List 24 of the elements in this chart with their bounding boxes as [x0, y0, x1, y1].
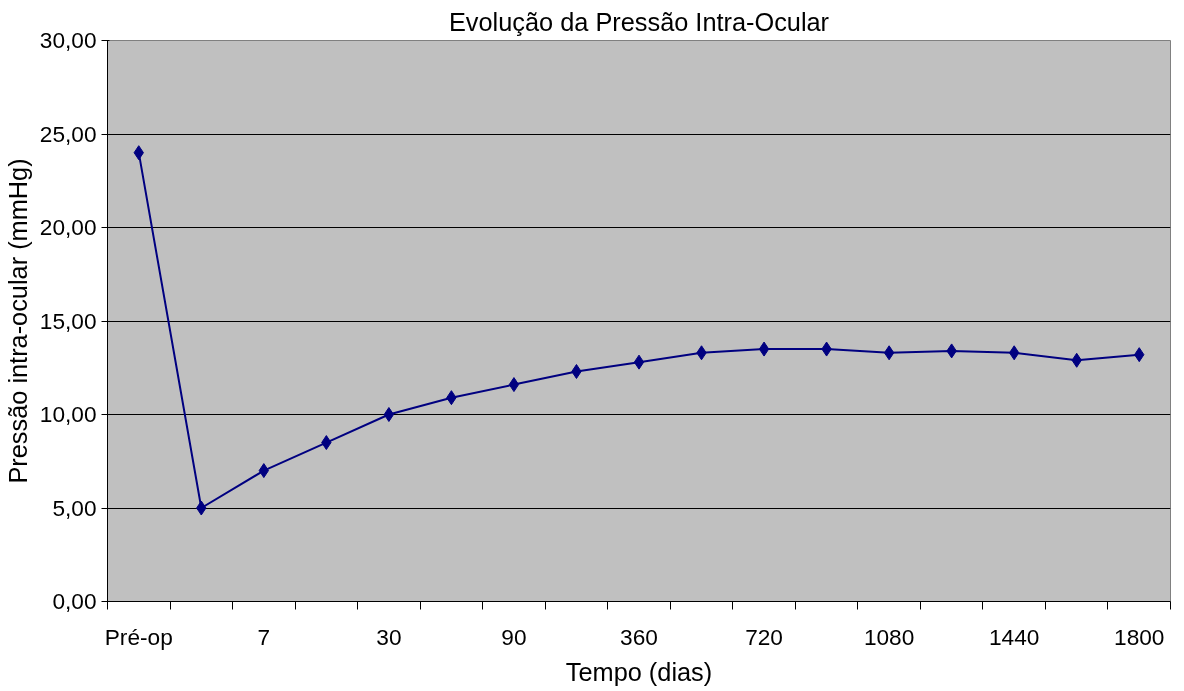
y-tick-label: 20,00 [39, 214, 97, 240]
y-tick-label: 25,00 [39, 120, 97, 147]
x-tick-label: Pré-op [104, 623, 173, 650]
y-axis-title: Pressão intra-ocular (mmHg) [3, 158, 32, 484]
x-tick-label: 1440 [988, 623, 1040, 650]
y-tick-label: 30,00 [39, 27, 97, 53]
x-tick-label: 7 [257, 623, 271, 650]
x-axis-title: Tempo (dias) [565, 657, 713, 686]
point [883, 345, 895, 361]
y-tick-label: 15,00 [39, 307, 97, 334]
y-tick-label: 10,00 [39, 401, 97, 427]
x-tick-label: 720 [745, 623, 783, 650]
point [633, 354, 645, 370]
x-tick-label: 90 [501, 623, 527, 650]
y-tick-label: 5,00 [52, 494, 97, 521]
x-tick-label: 1800 [1114, 623, 1165, 650]
x-tick-label: 360 [620, 623, 658, 650]
x-tick-label: 30 [376, 623, 402, 650]
point [508, 377, 520, 393]
x-tick-label: 1080 [863, 623, 915, 650]
point [383, 407, 395, 422]
point [758, 341, 770, 357]
chart-title: Evolução da Pressão Intra-Ocular [448, 7, 830, 36]
y-tick-label: 0,00 [52, 588, 97, 614]
